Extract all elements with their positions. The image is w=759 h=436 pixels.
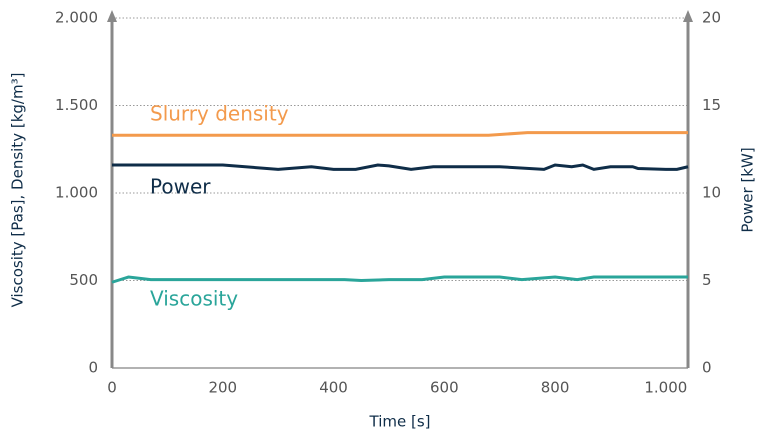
series-line [112, 131, 688, 137]
axis-arrow [683, 10, 693, 22]
y2-tick-label: 10 [702, 184, 721, 202]
y-tick-label: 1.500 [55, 96, 98, 114]
y-axis-title: Viscosity [Pas], Density [kg/m³] [9, 73, 27, 308]
y-tick-label: 500 [69, 271, 98, 289]
x-tick-label: 400 [319, 379, 348, 397]
series-label: Power [150, 175, 211, 199]
axis-arrow [107, 10, 117, 22]
x-tick-label: 0 [107, 379, 117, 397]
y2-axis-title: Power [kW] [739, 147, 757, 232]
x-tick-label: 800 [541, 379, 570, 397]
y2-tick-label: 15 [702, 96, 721, 114]
series-label: Viscosity [150, 287, 238, 311]
y-tick-label: 0 [88, 359, 98, 377]
series-line [111, 275, 688, 284]
x-tick-label: 600 [430, 379, 459, 397]
y2-tick-label: 5 [702, 271, 712, 289]
series-label: Slurry density [150, 102, 289, 126]
x-axis-title: Time [s] [369, 413, 431, 431]
x-tick-label: 1.000 [644, 379, 687, 397]
y-tick-label: 2.000 [55, 9, 98, 27]
x-tick-label: 200 [208, 379, 237, 397]
y2-tick-label: 20 [702, 9, 721, 27]
y-tick-label: 1.000 [55, 184, 98, 202]
series-line [112, 163, 689, 171]
y2-tick-label: 0 [702, 359, 712, 377]
